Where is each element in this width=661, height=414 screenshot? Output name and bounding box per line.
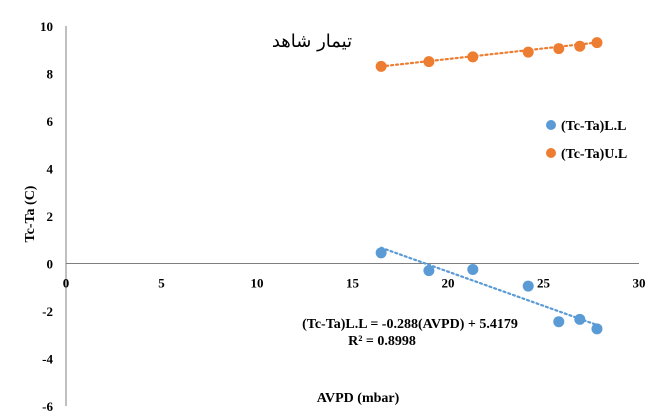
data-point-ll <box>553 316 565 328</box>
y-tick-label: 6 <box>47 114 54 129</box>
x-tick-label: 0 <box>63 276 70 291</box>
data-point-ul <box>591 37 603 49</box>
y-tick-label: 10 <box>40 19 53 34</box>
y-axis-title: Tc-Ta (C) <box>23 185 38 242</box>
x-tick-label: 25 <box>537 276 551 291</box>
x-tick-label: 20 <box>442 276 455 291</box>
data-point-ul <box>423 56 435 68</box>
data-point-ll <box>467 263 479 275</box>
data-point-ul <box>574 40 586 52</box>
y-tick-label: -6 <box>42 399 53 414</box>
data-point-ll <box>591 323 603 335</box>
x-axis-title: AVPD (mbar) <box>317 391 400 406</box>
data-point-ll <box>375 247 387 259</box>
x-tick-label: 30 <box>633 276 646 291</box>
legend-marker-ul <box>546 148 556 158</box>
axes: 0 5 10 15 20 25 30 -6 -4 -2 0 2 4 6 8 10 <box>40 19 646 414</box>
x-tick-label: 5 <box>158 276 165 291</box>
legend-marker-ll <box>546 120 556 130</box>
data-point-ul <box>467 51 479 63</box>
data-points <box>375 37 603 335</box>
trendline-ll <box>380 246 599 327</box>
y-tick-label: 0 <box>47 257 54 272</box>
legend: (Tc-Ta)L.L (Tc-Ta)U.L <box>546 119 627 162</box>
data-point-ll <box>423 265 435 277</box>
y-tick-label: 2 <box>47 209 54 224</box>
y-tick-label: 4 <box>47 162 54 177</box>
trendline-equation: (Tc-Ta)L.L = -0.288(AVPD) + 5.4179 <box>302 317 518 332</box>
y-tick-label: -2 <box>42 304 53 319</box>
legend-label-ul: (Tc-Ta)U.L <box>561 147 627 162</box>
data-point-ul <box>375 60 387 72</box>
data-point-ll <box>574 313 586 325</box>
data-point-ul <box>522 46 534 58</box>
chart-title: تیمار شاهد <box>272 31 352 52</box>
y-tick-label: -4 <box>42 352 53 367</box>
x-tick-label: 15 <box>346 276 360 291</box>
y-tick-label: 8 <box>47 67 54 82</box>
x-tick-label: 10 <box>251 276 264 291</box>
data-point-ll <box>522 280 534 292</box>
labels: تیمار شاهد AVPD (mbar) Tc-Ta (C) (Tc-Ta)… <box>23 31 518 406</box>
legend-label-ll: (Tc-Ta)L.L <box>561 119 626 134</box>
r-squared-label: R² = 0.8998 <box>348 334 416 349</box>
data-point-ul <box>553 43 565 55</box>
